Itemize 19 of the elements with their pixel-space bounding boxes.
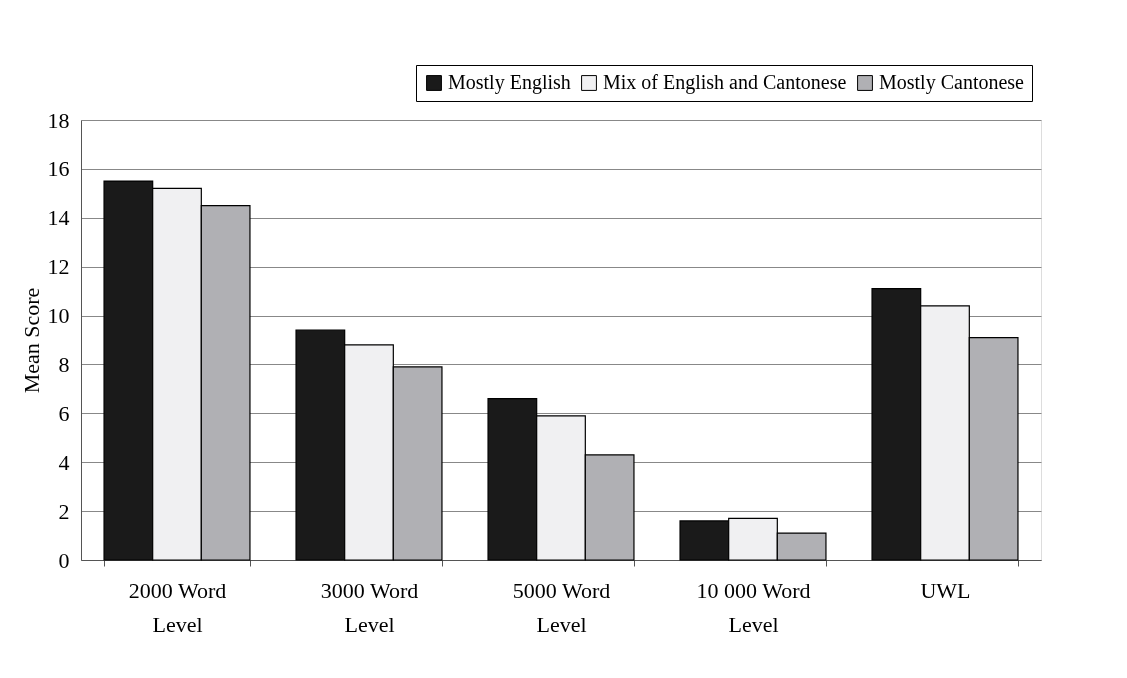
legend-label: Mostly English	[448, 71, 571, 94]
y-tick-label: 14	[47, 205, 70, 231]
y-tick-label: 12	[47, 254, 70, 280]
x-tick-label: 2000 Word Level	[128, 577, 227, 637]
y-tick-label: 16	[47, 156, 70, 182]
y-axis-title: Mean Score	[18, 287, 44, 394]
legend-label: Mostly Cantonese	[879, 71, 1025, 94]
x-tick-label: 5000 Word Level	[512, 577, 611, 637]
y-tick-label: 4	[58, 449, 70, 475]
x-tick-label: UWL	[920, 577, 971, 603]
x-tick-label: 10 000 Word Level	[696, 577, 811, 637]
x-tick-label: 3000 Word Level	[320, 577, 419, 637]
y-tick-label: 10	[47, 303, 70, 329]
y-tick-label: 2	[58, 498, 70, 524]
legend-label: Mix of English and Cantonese	[603, 71, 847, 94]
y-tick-label: 8	[58, 351, 70, 377]
y-tick-label: 0	[58, 547, 70, 573]
y-tick-label: 6	[58, 400, 70, 426]
y-tick-label: 18	[47, 107, 70, 133]
